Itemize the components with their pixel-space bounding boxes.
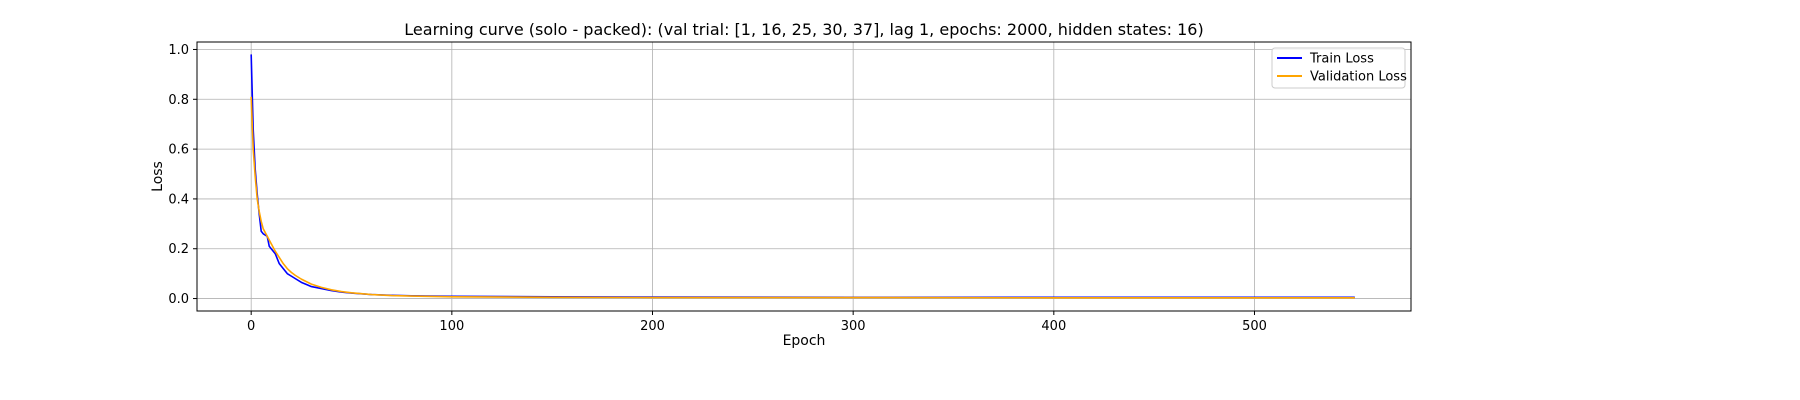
x-tick-label: 400 [1041,319,1066,334]
x-tick-label: 200 [640,319,665,334]
x-tick-label: 0 [247,319,255,334]
legend-label-train: Train Loss [1309,52,1374,67]
y-axis-label: Loss [150,161,166,192]
x-tick-label: 500 [1242,319,1267,334]
x-tick-label: 100 [439,319,464,334]
y-tick-label: 0.0 [168,292,189,307]
y-tick-label: 1.0 [168,43,189,58]
series-lines [250,54,1355,299]
x-axis-label: Epoch [783,333,826,349]
x-tick-label: 300 [841,319,866,334]
chart-title: Learning curve (solo - packed): (val tri… [404,20,1203,39]
axis-ticks: 0 100 200 300 400 500 0.0 0.2 0.4 0.6 0.8 1.0 [168,43,1267,334]
legend: Train Loss Validation Loss [1271,47,1407,89]
grid [197,42,1411,311]
y-tick-label: 0.2 [168,242,189,257]
plot-area-frame [196,41,1412,312]
y-tick-label: 0.4 [168,192,189,207]
y-tick-label: 0.8 [168,93,189,108]
validation-loss-line [250,96,1355,299]
legend-label-validation: Validation Loss [1310,70,1407,85]
y-tick-label: 0.6 [168,143,189,158]
legend-box [1271,47,1406,89]
